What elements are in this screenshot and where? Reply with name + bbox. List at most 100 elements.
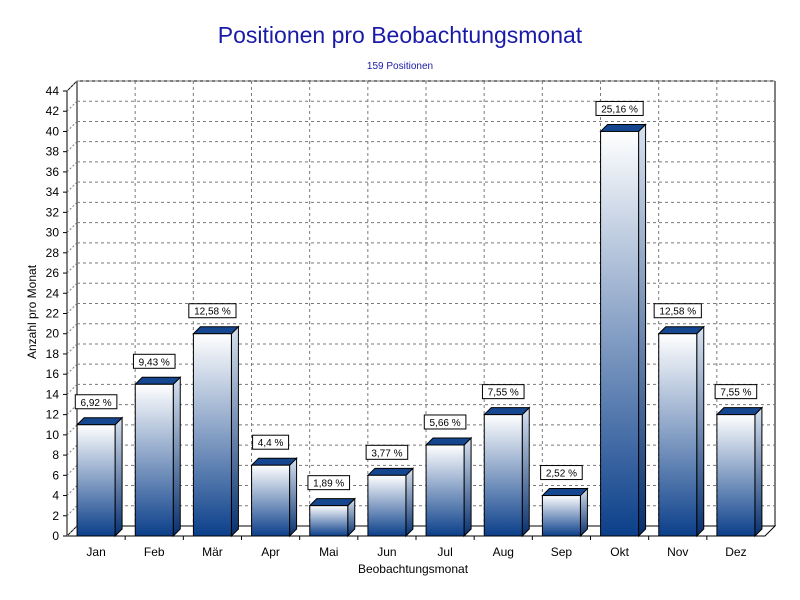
data-label-box	[132, 353, 176, 369]
data-label: 25,16 %	[601, 104, 638, 115]
y-tick-label: 38	[46, 145, 60, 159]
bar-10: 12,58 %	[653, 303, 705, 538]
bar-4: 1,89 %	[307, 475, 356, 538]
x-tick-label: Jan	[86, 545, 105, 559]
bar-top	[308, 498, 356, 507]
y-grid-diagonal	[66, 121, 78, 132]
data-label: 1,89 %	[313, 479, 344, 490]
y-grid-diagonal	[66, 202, 78, 213]
bar-0: 6,92 %	[74, 394, 124, 538]
y-tick-label: 28	[46, 246, 60, 260]
data-label-box	[481, 384, 525, 400]
data-label-box	[365, 444, 409, 460]
y-tick-label: 44	[46, 84, 60, 98]
y-tick-label: 42	[46, 104, 60, 118]
data-label: 2,52 %	[546, 469, 577, 480]
y-grid-diagonal	[66, 100, 78, 112]
x-tick-label: Apr	[261, 545, 280, 559]
y-tick-label: 36	[46, 165, 60, 179]
data-label-box	[595, 100, 644, 116]
y-grid-diagonal	[66, 161, 78, 173]
bar-side	[579, 487, 588, 538]
data-label: 12,58 %	[194, 307, 231, 318]
bar	[716, 414, 756, 537]
y-tick-label: 22	[46, 307, 60, 321]
bar	[134, 383, 174, 537]
bar-side	[463, 436, 472, 538]
y-grid-diagonal	[66, 424, 78, 436]
y-tick-label: 4	[52, 489, 59, 503]
bar-top	[366, 467, 415, 476]
y-tick-label: 10	[46, 428, 60, 442]
data-label-box	[307, 475, 351, 491]
bar-side	[521, 406, 530, 538]
bar-11: 7,55 %	[714, 384, 764, 538]
bar-top	[657, 326, 705, 335]
y-tick-label: 20	[46, 327, 60, 341]
y-grid-diagonal	[66, 464, 78, 476]
x-tick-label: Okt	[610, 545, 629, 559]
data-label: 9,43 %	[139, 357, 170, 368]
data-label-box	[74, 394, 118, 410]
bar-side	[172, 376, 181, 538]
y-tick-label: 12	[46, 408, 60, 422]
bar-8: 2,52 %	[540, 465, 589, 538]
bar-top	[75, 417, 124, 426]
y-grid-diagonal	[66, 303, 78, 314]
y-tick-label: 6	[52, 468, 59, 482]
bar	[192, 333, 232, 537]
bar-6: 5,66 %	[423, 414, 473, 538]
chart-subtitle: 159 Positionen	[366, 61, 434, 72]
bar-side	[638, 123, 647, 538]
y-grid-diagonal	[66, 444, 78, 456]
y-grid-diagonal	[66, 505, 78, 517]
x-tick-label: Dez	[725, 545, 746, 559]
y-tick-label: 18	[46, 347, 60, 361]
y-grid-diagonal	[66, 181, 78, 193]
y-tick-label: 32	[46, 205, 60, 219]
y-axis-label: Anzahl pro Monat	[25, 264, 39, 359]
bar-side	[754, 406, 763, 538]
y-tick-label: 8	[52, 448, 59, 462]
bar-side	[289, 456, 298, 538]
data-label: 12,58 %	[659, 307, 696, 318]
y-grid-diagonal	[66, 343, 78, 355]
bars: 6,92 % 9,43 % 12,58 % 4,4 % 1,89 % 3,77 % 5,66…	[74, 100, 764, 538]
y-tick-label: 30	[46, 226, 60, 240]
y-tick-label: 40	[46, 124, 60, 138]
bar-top	[483, 407, 531, 416]
y-tick-label: 34	[46, 185, 60, 199]
y-axis-ticks: 0246810121416182022242628303234363840424…	[46, 84, 67, 543]
bar-side	[696, 325, 705, 538]
bar-3: 4,4 %	[250, 434, 298, 538]
data-label-box	[714, 384, 758, 400]
y-tick-label: 24	[46, 286, 60, 300]
y-tick-label: 16	[46, 367, 60, 381]
data-label-box	[653, 303, 702, 319]
bar-side	[405, 467, 414, 538]
y-grid-diagonal	[66, 282, 78, 294]
bar-top	[250, 457, 298, 466]
x-axis-label: Beobachtungsmonat	[358, 562, 469, 576]
bar-9: 25,16 %	[595, 100, 647, 538]
data-label-box	[188, 303, 237, 319]
bar-side	[230, 325, 239, 538]
x-tick-label: Jul	[437, 545, 452, 559]
y-grid-diagonal	[66, 141, 78, 153]
y-grid-diagonal	[66, 485, 78, 496]
bar	[541, 495, 581, 537]
data-label: 6,92 %	[81, 398, 112, 409]
bar	[658, 333, 698, 537]
bar	[600, 130, 640, 537]
data-label-box	[423, 414, 467, 430]
bar	[76, 424, 116, 537]
bar	[251, 464, 291, 537]
bar	[483, 414, 523, 537]
y-tick-label: 0	[52, 529, 59, 543]
x-tick-label: Sep	[551, 545, 573, 559]
bar-top	[715, 407, 764, 416]
y-grid-diagonal	[66, 384, 78, 395]
data-label: 7,55 %	[720, 388, 751, 399]
chart-title: Positionen pro Beobachtungsmonat	[217, 22, 583, 48]
bar	[425, 444, 465, 537]
